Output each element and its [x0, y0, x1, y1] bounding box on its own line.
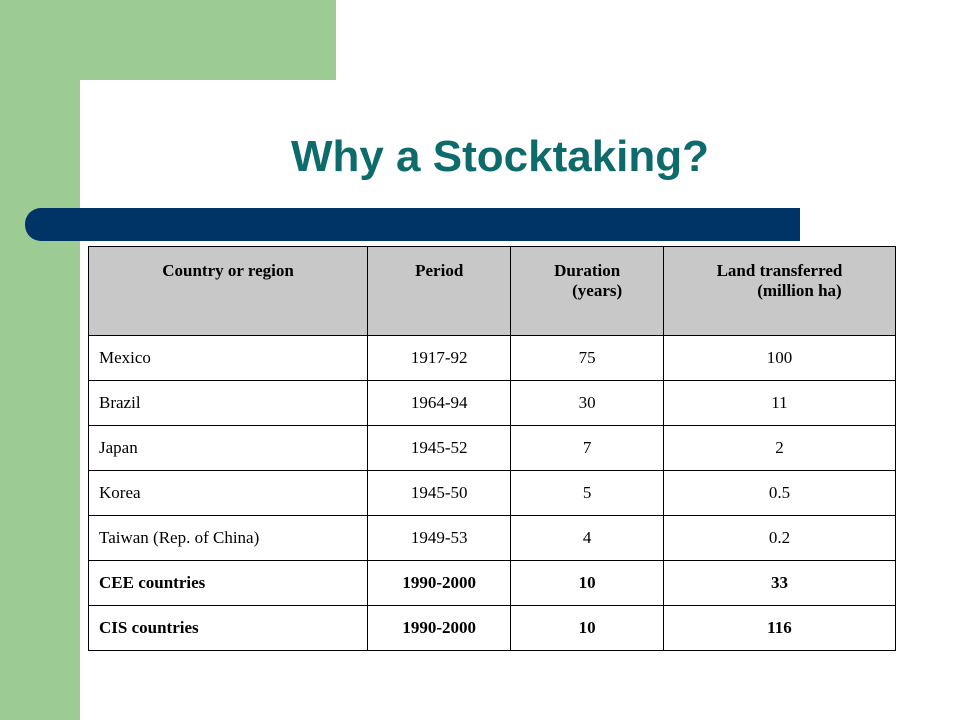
table-header-row: Country or region Period Duration (years…: [87, 246, 897, 336]
cell-period: 1964-94: [367, 380, 512, 426]
header-land-label: Land transferred: [716, 261, 843, 280]
cell-land-transferred: 100: [662, 335, 897, 381]
land-reform-table: Country or region Period Duration (years…: [87, 246, 897, 651]
header-land: Land transferred (million ha): [662, 246, 897, 336]
decorative-title-bar: [25, 208, 800, 241]
cell-duration: 5: [510, 470, 664, 516]
cell-period: 1990-2000: [367, 605, 512, 651]
table-row: Mexico 1917-92 75 100: [87, 335, 897, 381]
header-period-label: Period: [415, 261, 464, 280]
cell-duration: 10: [510, 605, 664, 651]
cell-period: 1917-92: [367, 335, 512, 381]
cell-land-transferred: 33: [662, 560, 897, 606]
cell-country: CIS countries: [87, 605, 369, 651]
table-row: CEE countries 1990-2000 10 33: [87, 560, 897, 606]
cell-country: Taiwan (Rep. of China): [87, 515, 369, 561]
cell-country: Japan: [87, 425, 369, 471]
cell-duration: 7: [510, 425, 664, 471]
cell-duration: 4: [510, 515, 664, 561]
header-duration-unit: (years): [572, 281, 623, 300]
cell-land-transferred: 11: [662, 380, 897, 426]
cell-duration: 30: [510, 380, 664, 426]
cell-land-transferred: 0.5: [662, 470, 897, 516]
cell-country: CEE countries: [87, 560, 369, 606]
cell-country: Brazil: [87, 380, 369, 426]
table-row: CIS countries 1990-2000 10 116: [87, 605, 897, 651]
table-row: Taiwan (Rep. of China) 1949-53 4 0.2: [87, 515, 897, 561]
cell-country: Korea: [87, 470, 369, 516]
header-country: Country or region: [87, 246, 369, 336]
cell-period: 1945-50: [367, 470, 512, 516]
header-duration-label: Duration: [554, 261, 621, 280]
cell-land-transferred: 0.2: [662, 515, 897, 561]
cell-land-transferred: 2: [662, 425, 897, 471]
table-row: Brazil 1964-94 30 11: [87, 380, 897, 426]
cell-duration: 75: [510, 335, 664, 381]
table-row: Japan 1945-52 7 2: [87, 425, 897, 471]
header-country-label: Country or region: [162, 261, 294, 280]
cell-period: 1949-53: [367, 515, 512, 561]
cell-country: Mexico: [87, 335, 369, 381]
table-row: Korea 1945-50 5 0.5: [87, 470, 897, 516]
decorative-green-band-left: [0, 0, 80, 720]
cell-period: 1990-2000: [367, 560, 512, 606]
cell-land-transferred: 116: [662, 605, 897, 651]
header-period: Period: [367, 246, 512, 336]
slide-title: Why a Stocktaking?: [290, 132, 710, 181]
cell-period: 1945-52: [367, 425, 512, 471]
header-duration: Duration (years): [510, 246, 664, 336]
table-body: Mexico 1917-92 75 100 Brazil 1964-94 30 11 Japan…: [87, 335, 897, 651]
header-land-unit: (million ha): [757, 281, 842, 300]
cell-duration: 10: [510, 560, 664, 606]
